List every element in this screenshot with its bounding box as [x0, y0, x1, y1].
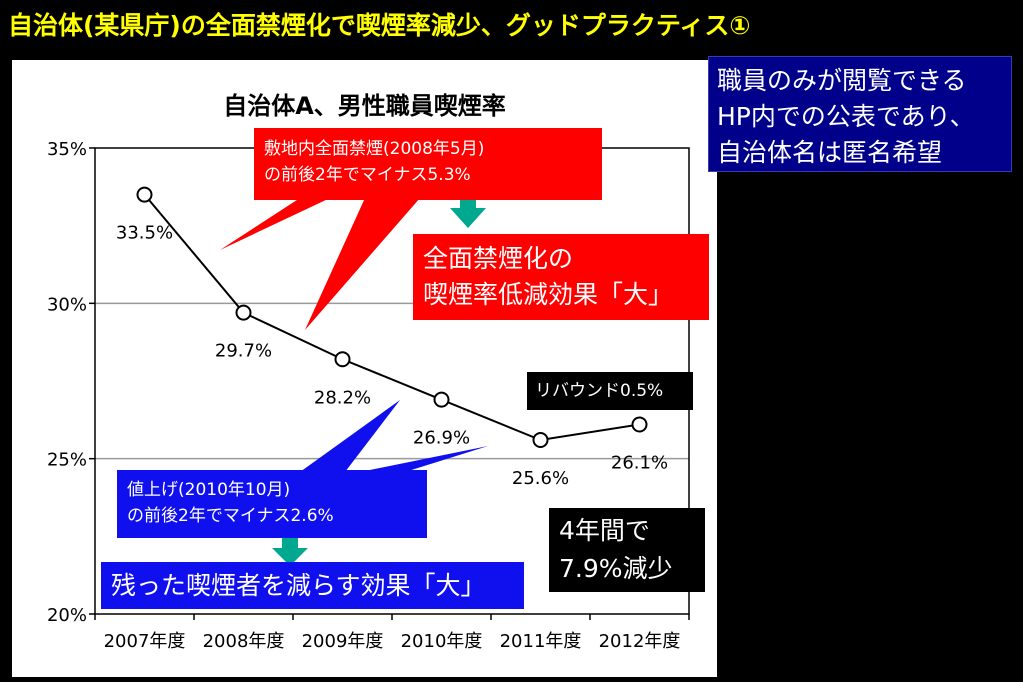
full-ban-callout: 敷地内全面禁煙(2008年5月) の前後2年でマイナス5.3% — [254, 128, 602, 200]
data-label: 25.6% — [512, 468, 569, 489]
note-line: HP内での公表であり、 — [717, 102, 975, 131]
series-line — [143, 193, 640, 442]
note-line: 自治体名は匿名希望 — [717, 138, 943, 167]
anonymity-note: 職員のみが閲覧できる HP内での公表であり、 自治体名は匿名希望 — [708, 56, 1012, 172]
x-tick-label: 2008年度 — [203, 631, 285, 652]
x-tick-label: 2007年度 — [104, 631, 186, 652]
callout-line: 4年間で — [559, 516, 650, 545]
data-point — [631, 416, 648, 433]
y-tick-label: 30% — [47, 294, 87, 315]
data-point — [433, 391, 450, 408]
data-point — [136, 186, 153, 203]
callout-line: 値上げ(2010年10月) — [127, 480, 291, 500]
callout-line: 敷地内全面禁煙(2008年5月) — [264, 139, 485, 159]
x-tick-label: 2011年度 — [500, 631, 582, 652]
data-point — [334, 351, 351, 368]
y-tick-label: 20% — [47, 605, 87, 626]
data-label: 28.2% — [314, 387, 371, 408]
price-increase-callout: 値上げ(2010年10月) の前後2年でマイナス2.6% — [117, 470, 427, 538]
data-label: 26.9% — [413, 428, 470, 449]
note-line: 職員のみが閲覧できる — [717, 66, 967, 95]
x-tick-label: 2012年度 — [599, 631, 681, 652]
data-point — [532, 432, 549, 449]
rebound-callout: リバウンド0.5% — [527, 372, 693, 410]
slide-title: 自治体(某県庁)の全面禁煙化で喫煙率減少、グッドプラクティス① — [8, 11, 751, 40]
callout-line: の前後2年でマイナス5.3% — [264, 165, 471, 185]
data-label: 26.1% — [611, 452, 668, 473]
ban-effect-callout: 全面禁煙化の 喫煙率低減効果「大」 — [413, 234, 709, 320]
price-effect-callout: 残った喫煙者を減らす効果「大」 — [101, 562, 524, 609]
y-tick-label: 35% — [47, 139, 87, 160]
data-label: 33.5% — [116, 223, 173, 244]
data-point — [235, 304, 252, 321]
callout-line: 7.9%減少 — [559, 554, 673, 583]
summary-callout: 4年間で 7.9%減少 — [549, 508, 705, 592]
data-label: 29.7% — [215, 341, 272, 362]
callout-line: 喫煙率低減効果「大」 — [423, 280, 674, 309]
callout-line: の前後2年でマイナス2.6% — [127, 506, 334, 526]
callout-line: 全面禁煙化の — [423, 244, 574, 273]
y-tick-label: 25% — [47, 450, 87, 471]
chart-title: 自治体A、男性職員喫煙率 — [223, 92, 506, 120]
x-tick-label: 2010年度 — [401, 631, 483, 652]
x-tick-label: 2009年度 — [302, 631, 384, 652]
